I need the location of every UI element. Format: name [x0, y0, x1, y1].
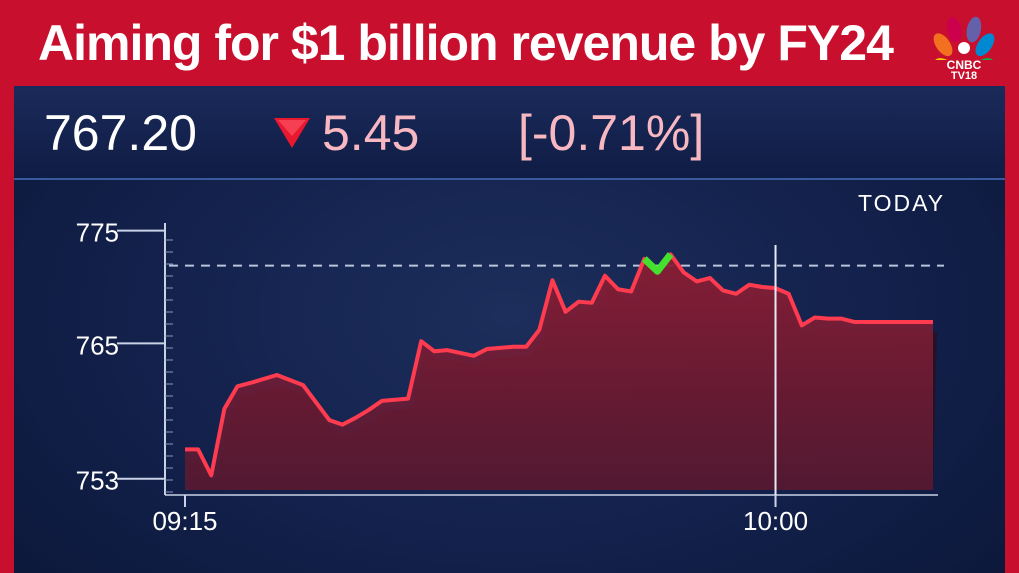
x-tick-label: 09:15	[152, 506, 217, 535]
peak-segment	[641, 252, 674, 275]
y-tick-label: 753	[76, 466, 119, 496]
price-chart: 775 765 753 09:15 10:00	[76, 218, 944, 535]
period-label: TODAY	[858, 190, 946, 216]
down-triangle-icon	[274, 118, 310, 148]
x-tick-label: 10:00	[743, 506, 808, 535]
percent-change: [-0.71%]	[518, 105, 705, 161]
right-border	[1005, 0, 1019, 573]
logo-text-tv18: TV18	[950, 70, 978, 82]
headline-bar: Aiming for $1 billion revenue by FY24	[14, 0, 1005, 86]
area-fill	[185, 254, 933, 490]
y-tick-label: 765	[76, 330, 119, 360]
peacock-logo-icon	[933, 16, 995, 76]
channel-logo: CNBC TV18	[923, 10, 1005, 82]
headline-text: Aiming for $1 billion revenue by FY24	[38, 15, 894, 71]
series-line	[185, 252, 933, 478]
price-change: 5.45	[322, 105, 420, 161]
quote-bar: 767.20 5.45 [-0.71%]	[14, 86, 1005, 180]
y-tick-label: 775	[76, 218, 119, 248]
stock-price: 767.20	[44, 105, 197, 161]
logo-text-cnbc: CNBC	[946, 58, 982, 72]
left-border	[0, 0, 14, 573]
